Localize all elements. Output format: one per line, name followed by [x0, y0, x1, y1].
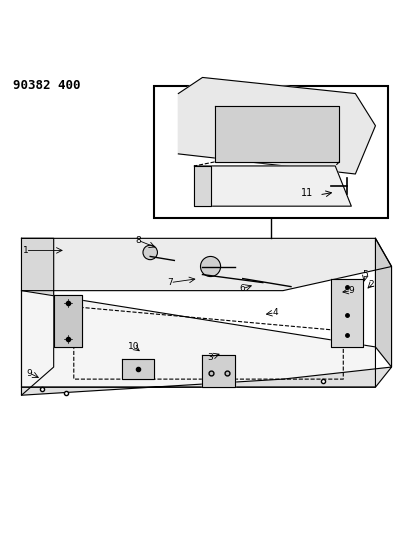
Circle shape: [200, 256, 221, 277]
Polygon shape: [21, 238, 392, 290]
Polygon shape: [194, 166, 211, 206]
Text: 7: 7: [167, 278, 173, 287]
Text: 1: 1: [23, 246, 28, 255]
Polygon shape: [215, 106, 339, 162]
Polygon shape: [54, 295, 82, 347]
Text: 10: 10: [128, 342, 140, 351]
Polygon shape: [194, 166, 351, 206]
Circle shape: [143, 245, 158, 260]
Text: 5: 5: [362, 270, 368, 279]
Text: 9: 9: [27, 369, 32, 377]
Polygon shape: [21, 290, 375, 387]
Text: 11: 11: [301, 188, 313, 198]
Polygon shape: [178, 77, 375, 174]
Text: 2: 2: [369, 280, 374, 289]
Text: 6: 6: [240, 284, 245, 293]
Text: 9: 9: [348, 286, 354, 295]
Bar: [154, 85, 388, 218]
Polygon shape: [375, 238, 392, 367]
Text: 8: 8: [135, 236, 141, 245]
Polygon shape: [202, 355, 234, 387]
Text: 90382 400: 90382 400: [13, 79, 81, 92]
Polygon shape: [21, 367, 392, 395]
Polygon shape: [122, 359, 154, 379]
Polygon shape: [21, 238, 54, 395]
Text: 3: 3: [208, 352, 213, 361]
Text: 4: 4: [272, 308, 278, 317]
Polygon shape: [331, 279, 363, 347]
